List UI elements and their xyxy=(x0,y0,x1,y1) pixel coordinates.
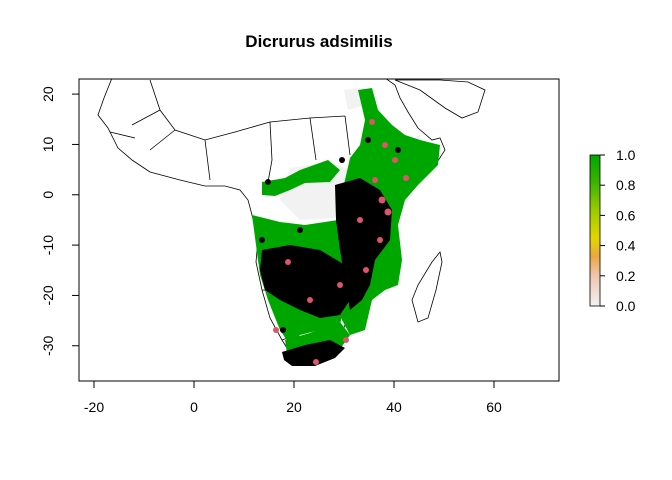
x-tick-label: 20 xyxy=(286,399,302,415)
y-tick-label: -10 xyxy=(40,235,56,255)
test-point xyxy=(369,119,375,125)
test-point xyxy=(403,175,409,181)
legend-tick-label: 0.0 xyxy=(616,298,636,314)
test-point xyxy=(273,327,279,333)
y-axis: -30 -20 -10 0 10 20 xyxy=(40,86,79,356)
test-point xyxy=(343,337,349,343)
record-point xyxy=(297,227,303,233)
madagascar-outline xyxy=(411,251,443,323)
y-tick-label: 0 xyxy=(40,191,56,199)
y-tick-label: 20 xyxy=(40,86,56,102)
test-point xyxy=(384,208,392,216)
legend-tick-label: 0.6 xyxy=(616,207,636,223)
arabia-outline xyxy=(394,79,486,119)
test-point xyxy=(313,359,319,365)
test-point xyxy=(372,177,378,183)
test-point xyxy=(337,282,343,288)
occurrence-points xyxy=(259,137,401,366)
records-south-central xyxy=(260,245,350,318)
y-tick-label: -30 xyxy=(40,335,56,355)
map-layers xyxy=(97,79,486,366)
test-point xyxy=(307,297,313,303)
record-point xyxy=(339,157,345,163)
x-tick-label: 0 xyxy=(190,399,198,415)
north-grey xyxy=(344,88,362,110)
legend-tick-label: 0.8 xyxy=(616,177,636,193)
record-point xyxy=(280,327,286,333)
legend-tick-label: 0.2 xyxy=(616,268,636,284)
plot-frame xyxy=(78,78,560,382)
record-point xyxy=(395,147,401,153)
test-points xyxy=(273,119,409,365)
test-point xyxy=(392,157,398,163)
x-tick-label: 60 xyxy=(486,399,502,415)
record-point xyxy=(365,137,371,143)
legend-gradient-bar xyxy=(589,154,601,307)
west-band-green xyxy=(262,160,340,196)
test-point xyxy=(378,196,386,204)
record-point xyxy=(265,179,271,185)
test-point xyxy=(285,259,291,265)
x-tick-label: -20 xyxy=(84,399,104,415)
x-axis: -20 0 20 40 60 xyxy=(84,381,502,415)
test-point xyxy=(382,142,388,148)
legend-colorbar: 0.0 0.2 0.4 0.6 0.8 1.0 xyxy=(589,147,636,314)
border-lines-north xyxy=(109,79,351,183)
x-tick-label: 40 xyxy=(386,399,402,415)
legend-tick-label: 0.4 xyxy=(616,238,636,254)
test-point xyxy=(363,267,369,273)
y-tick-label: 10 xyxy=(40,136,56,152)
records-east xyxy=(335,178,392,310)
y-tick-label: -20 xyxy=(40,285,56,305)
test-point xyxy=(357,217,363,223)
legend-ticks: 0.0 0.2 0.4 0.6 0.8 1.0 xyxy=(600,147,636,314)
test-point xyxy=(377,237,383,243)
map-title: Dicrurus adsimilis xyxy=(245,32,392,51)
legend-tick-label: 1.0 xyxy=(616,147,636,163)
record-point xyxy=(259,237,265,243)
records-south-tip xyxy=(282,340,345,366)
